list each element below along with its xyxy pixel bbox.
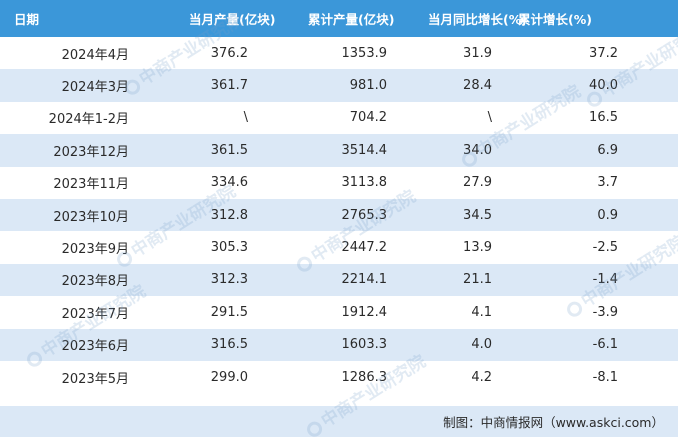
cell-cumulative-growth: 3.7 — [597, 175, 618, 191]
cell-cumulative-growth: -2.5 — [592, 240, 618, 256]
cell-monthly-output: 376.2 — [210, 45, 248, 61]
cell-monthly-yoy-growth: 27.9 — [463, 175, 492, 191]
table-row: 2024年3月 361.7 981.0 28.4 40.0 — [0, 69, 678, 102]
cell-date: 2023年9月 — [61, 242, 129, 258]
cell-cumulative-growth: 37.2 — [589, 45, 618, 61]
header-cumulative-growth: 累计增长(%) — [518, 12, 592, 27]
cell-cumulative-growth: -1.4 — [592, 272, 618, 288]
header-monthly-yoy-growth: 当月同比增长(%) — [428, 12, 527, 27]
cell-monthly-yoy-growth: 34.0 — [463, 142, 492, 158]
cell-cumulative-output: 2447.2 — [341, 240, 388, 256]
cell-cumulative-growth: -3.9 — [592, 304, 618, 320]
cell-monthly-yoy-growth: 31.9 — [463, 45, 492, 61]
header-cumulative-output: 累计产量(亿块) — [308, 12, 395, 27]
cell-cumulative-growth: 16.5 — [589, 110, 618, 126]
cell-date: 2024年3月 — [61, 80, 129, 96]
table-row: 2023年8月 312.3 2214.1 21.1 -1.4 — [0, 263, 678, 297]
cell-cumulative-growth: 40.0 — [589, 78, 618, 94]
cell-cumulative-growth: -8.1 — [592, 369, 618, 385]
cell-monthly-output: 299.0 — [210, 369, 248, 385]
table-row: 2023年9月 305.3 2447.2 13.9 -2.5 — [0, 231, 678, 264]
cell-monthly-output: 361.5 — [210, 142, 248, 158]
cell-date: 2023年8月 — [61, 274, 129, 290]
cell-monthly-yoy-growth: 13.9 — [463, 240, 492, 256]
cell-cumulative-output: 2214.1 — [341, 272, 388, 288]
cell-cumulative-output: 1603.3 — [341, 337, 388, 353]
header-date: 日期 — [14, 12, 40, 27]
cell-monthly-output: 361.7 — [210, 78, 248, 94]
table-row: 2023年10月 312.8 2765.3 34.5 0.9 — [0, 198, 678, 232]
source-credit: 制图：中商情报网（www.askci.com） — [443, 415, 664, 430]
cell-cumulative-output: 3113.8 — [341, 175, 388, 191]
cell-monthly-yoy-growth: 28.4 — [463, 78, 492, 94]
cell-cumulative-growth: 0.9 — [597, 207, 618, 223]
cell-cumulative-growth: -6.1 — [592, 337, 618, 353]
cell-date: 2023年6月 — [61, 339, 129, 355]
table-row: 2023年12月 361.5 3514.4 34.0 6.9 — [0, 134, 678, 167]
table-header-row: 日期 当月产量(亿块) 累计产量(亿块) 当月同比增长(%) 累计增长(%) — [0, 0, 678, 37]
cell-date: 2023年12月 — [53, 144, 129, 160]
table-row: 2023年7月 291.5 1912.4 4.1 -3.9 — [0, 296, 678, 329]
cell-monthly-output: 291.5 — [210, 304, 248, 320]
cell-cumulative-output: 981.0 — [349, 78, 387, 94]
table-row: 2024年1-2月 \ 704.2 \ 16.5 — [0, 101, 678, 135]
cell-cumulative-output: 2765.3 — [341, 207, 388, 223]
cell-monthly-yoy-growth: \ — [487, 110, 492, 126]
table-row: 2023年11月 334.6 3113.8 27.9 3.7 — [0, 166, 678, 199]
header-monthly-output: 当月产量(亿块) — [189, 12, 276, 27]
cell-monthly-output: 305.3 — [210, 240, 248, 256]
source-footer: 制图：中商情报网（www.askci.com） — [0, 406, 678, 437]
cell-date: 2023年5月 — [61, 371, 129, 387]
cell-date: 2024年1-2月 — [48, 112, 129, 128]
table-row: 2023年5月 299.0 1286.3 4.2 -8.1 — [0, 360, 678, 394]
cell-monthly-output: 312.8 — [210, 207, 248, 223]
cell-cumulative-output: 3514.4 — [341, 142, 388, 158]
table-row: 2023年6月 316.5 1603.3 4.0 -6.1 — [0, 328, 678, 361]
cell-monthly-yoy-growth: 21.1 — [463, 272, 492, 288]
cell-date: 2023年11月 — [53, 177, 129, 193]
cell-cumulative-output: 1286.3 — [341, 369, 388, 385]
cell-monthly-output: \ — [243, 110, 248, 126]
cell-date: 2023年7月 — [61, 306, 129, 322]
cell-cumulative-output: 704.2 — [349, 110, 387, 126]
cell-monthly-yoy-growth: 4.0 — [471, 337, 492, 353]
cell-monthly-output: 312.3 — [210, 272, 248, 288]
cell-date: 2023年10月 — [53, 209, 129, 225]
cell-cumulative-output: 1912.4 — [341, 304, 388, 320]
table-row: 2024年4月 376.2 1353.9 31.9 37.2 — [0, 37, 678, 70]
cell-date: 2024年4月 — [61, 47, 129, 63]
cell-cumulative-growth: 6.9 — [597, 142, 618, 158]
data-table: 日期 当月产量(亿块) 累计产量(亿块) 当月同比增长(%) 累计增长(%) 2… — [0, 0, 678, 394]
cell-monthly-yoy-growth: 4.1 — [471, 304, 492, 320]
cell-monthly-output: 316.5 — [210, 337, 248, 353]
cell-monthly-yoy-growth: 4.2 — [471, 369, 492, 385]
cell-monthly-output: 334.6 — [210, 175, 248, 191]
cell-monthly-yoy-growth: 34.5 — [463, 207, 492, 223]
cell-cumulative-output: 1353.9 — [341, 45, 388, 61]
